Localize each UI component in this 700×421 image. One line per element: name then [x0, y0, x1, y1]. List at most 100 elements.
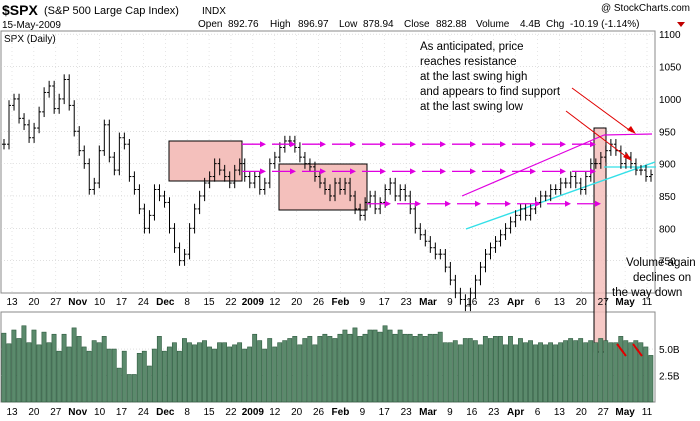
date-tick-label: 6 — [535, 297, 541, 308]
volume-bar — [392, 333, 398, 403]
volume-bar — [502, 344, 508, 403]
volume-bar — [407, 333, 413, 403]
date-tick-label: Nov — [68, 407, 87, 418]
date-tick-label: 23 — [488, 297, 500, 308]
high-value: 896.97 — [298, 19, 329, 30]
volume-bar — [302, 338, 308, 403]
volume-bar — [41, 331, 47, 403]
price-tick-label: 1050 — [659, 63, 682, 74]
volume-tick-label: 2.5B — [659, 372, 680, 383]
volume-bar — [638, 342, 644, 403]
date-tick-label: Dec — [156, 297, 175, 308]
level-arrowhead — [415, 200, 421, 207]
consolidation-boxes — [168, 127, 607, 353]
volume-annotation-line-2: declines on — [633, 272, 691, 284]
volume-bar — [126, 374, 132, 403]
date-tick-label: 6 — [535, 407, 541, 418]
date-tick-label: Mar — [419, 407, 437, 418]
volume-bar — [583, 342, 589, 403]
volume-bar — [623, 340, 629, 403]
date-tick-label: 17 — [116, 407, 128, 418]
level-arrowhead — [590, 141, 596, 148]
volume-bar — [272, 346, 278, 403]
level-arrowhead — [470, 168, 476, 175]
price-tick-label: 950 — [659, 127, 676, 138]
volume-bar — [492, 336, 498, 403]
volume-bar — [242, 348, 248, 403]
volume-decline-mark — [616, 343, 627, 357]
volume-bar — [171, 342, 177, 403]
volume-bar — [197, 342, 202, 403]
price-tick-label: 850 — [659, 192, 676, 203]
trend-lines — [461, 133, 656, 230]
annotation-line-1: As anticipated, price — [420, 41, 524, 53]
volume-bar — [232, 344, 238, 403]
volume-bar — [357, 336, 363, 403]
level-arrowhead — [565, 200, 571, 207]
volume-bar — [508, 336, 513, 403]
level-arrowhead — [530, 168, 536, 175]
volume-bar — [462, 338, 468, 403]
date-tick-label: 15 — [204, 297, 216, 308]
level-arrowhead — [380, 141, 386, 148]
main-annotation: As anticipated, price reaches resistance… — [420, 41, 561, 113]
date-tick-label: 13 — [554, 297, 566, 308]
volume-bar — [402, 333, 408, 403]
volume-bar — [528, 340, 533, 403]
level-arrowhead — [385, 200, 391, 207]
level-arrowhead — [320, 141, 326, 148]
date-tick-label: 13 — [6, 297, 18, 308]
volume-bar — [548, 342, 553, 403]
volume-bar — [106, 348, 112, 403]
copyright-label: @ StockCharts.com — [601, 3, 690, 14]
date-tick-label: 10 — [94, 297, 106, 308]
volume-bar — [46, 342, 52, 403]
level-arrowhead — [535, 200, 541, 207]
volume-bar — [252, 333, 258, 403]
level-arrowhead — [440, 168, 446, 175]
date-tick-label: Mar — [419, 297, 437, 308]
volume-bar — [1, 332, 7, 403]
volume-bar — [613, 342, 619, 403]
level-arrowhead — [445, 200, 451, 207]
volume-bar — [452, 340, 458, 403]
volume-bar — [387, 329, 393, 403]
date-tick-label: 16 — [466, 297, 478, 308]
volume-bar — [417, 333, 423, 403]
price-tick-label: 800 — [659, 224, 676, 235]
level-arrowhead — [475, 200, 481, 207]
date-tick-label: 12 — [269, 297, 281, 308]
low-label: Low — [339, 19, 358, 30]
date-tick-label: 20 — [291, 297, 303, 308]
price-tick-label: 750 — [659, 257, 676, 268]
volume-bar — [608, 342, 614, 403]
volume-bar — [156, 336, 162, 403]
volume-bar — [648, 355, 654, 403]
date-tick-label: 27 — [50, 407, 62, 418]
date-tick-label: 13 — [554, 407, 566, 418]
volume-bar — [297, 344, 303, 403]
volume-bar — [222, 342, 227, 403]
volume-value: 4.4B — [520, 19, 541, 30]
volume-bar — [71, 327, 77, 403]
volume-bar — [352, 327, 358, 403]
volume-bar — [523, 342, 528, 403]
open-value: 892.76 — [228, 19, 259, 30]
annotation-line-4: and appears to find support — [420, 86, 561, 98]
price-tick-label: 900 — [659, 160, 676, 171]
resistance-trendline — [461, 134, 605, 197]
high-label: High — [270, 19, 291, 30]
annotation-arrow-support — [565, 110, 629, 159]
volume-bar — [447, 342, 453, 403]
volume-bar — [56, 350, 62, 403]
level-arrowhead — [290, 141, 296, 148]
volume-bar — [563, 340, 569, 403]
volume-bar — [397, 329, 403, 403]
date-tick-label: 17 — [116, 297, 128, 308]
level-arrowhead — [530, 141, 536, 148]
volume-bar — [36, 344, 42, 403]
volume-bar — [277, 342, 283, 403]
index-name: (S&P 500 Large Cap Index) — [44, 5, 179, 17]
annotation-arrowhead-support — [623, 153, 632, 161]
volume-bar — [482, 336, 488, 403]
